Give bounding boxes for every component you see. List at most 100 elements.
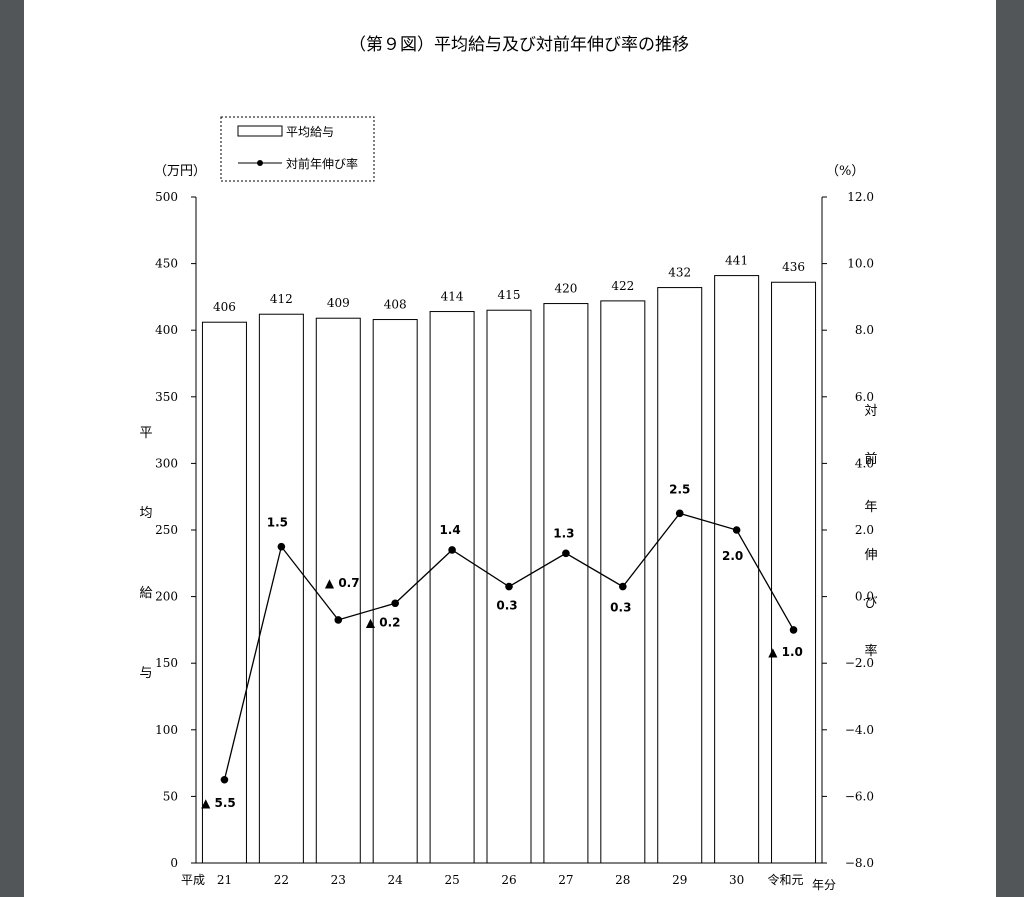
bar <box>258 313 304 864</box>
x-tick-label: 28 <box>615 873 630 887</box>
x-tick-label: 26 <box>501 873 516 887</box>
bar <box>543 303 589 864</box>
bar-value-label: 432 <box>668 266 691 280</box>
right-axis-label: 対前年伸び率 <box>864 404 877 659</box>
right-tick-label: −4.0 <box>845 723 874 737</box>
bar-value-label: 441 <box>725 254 748 268</box>
growth-point <box>220 775 229 784</box>
left-tick-label: 350 <box>155 390 178 404</box>
growth-point <box>448 546 456 554</box>
left-axis-label-char: 与 <box>139 666 152 681</box>
bar-value-label: 420 <box>554 282 577 296</box>
right-tick-label: −8.0 <box>845 856 874 870</box>
right-axis: −8.0 −6.0 −4.0 −2.0 0.0 2.0 4.0 6.0 8.0 10.0 12.0 <box>821 190 874 870</box>
x-tick-label: 22 <box>274 873 289 887</box>
left-tick-label: 150 <box>155 656 178 670</box>
legend-line-label: 対前年伸び率 <box>286 156 358 171</box>
x-tick-label: 27 <box>558 873 573 887</box>
left-axis-label-char: 給 <box>139 586 152 601</box>
right-axis-label-char: 年 <box>864 500 877 515</box>
bar-value-label: 414 <box>441 290 464 304</box>
growth-value-label: ▲ 0.2 <box>366 615 401 629</box>
legend-frame <box>220 116 375 182</box>
growth-value-label: 2.5 <box>669 482 690 496</box>
document-page: （第９図）平均給与及び対前年伸び率の推移 平均給与 対前年伸び率 （万円） （%… <box>24 0 996 897</box>
right-tick-label: 10.0 <box>847 257 874 271</box>
left-tick-label: 0 <box>170 856 178 870</box>
right-axis-label-char: 率 <box>864 643 877 659</box>
growth-value-label: ▲ 5.5 <box>201 796 236 810</box>
bar <box>771 281 817 864</box>
bar <box>201 321 247 864</box>
legend-line-marker <box>257 160 263 166</box>
right-axis-label-char: 対 <box>864 404 877 419</box>
growth-point <box>789 626 798 634</box>
right-tick-label: −2.0 <box>845 656 874 670</box>
growth-point <box>334 616 343 624</box>
x-unit-label: 年分 <box>812 878 836 892</box>
legend-bar-swatch <box>237 125 283 137</box>
bar <box>429 311 475 864</box>
bar-value-label: 408 <box>384 298 407 312</box>
growth-value-label: 0.3 <box>496 599 517 613</box>
left-axis-label-char: 均 <box>139 506 152 521</box>
left-tick-label: 500 <box>155 190 178 204</box>
growth-value-label: 0.3 <box>610 601 631 615</box>
wage-chart: （第９図）平均給与及び対前年伸び率の推移 平均給与 対前年伸び率 （万円） （%… <box>139 35 877 892</box>
right-tick-label: 4.0 <box>855 456 874 470</box>
bar-series: 406 412 409 408 414 415 420 422 432 441 436 <box>201 254 817 864</box>
growth-value-label: 2.0 <box>722 549 743 563</box>
bar <box>372 319 418 864</box>
legend-bar-label: 平均給与 <box>286 125 334 139</box>
right-axis-label-char: 前 <box>864 451 877 467</box>
growth-value-label: ▲ 0.7 <box>325 576 360 590</box>
left-tick-label: 400 <box>155 323 178 337</box>
right-tick-label: 12.0 <box>847 190 874 204</box>
left-tick-label: 50 <box>163 789 178 803</box>
bar-value-label: 436 <box>782 260 805 274</box>
growth-point <box>675 509 684 518</box>
bar <box>714 275 760 864</box>
right-tick-label: 2.0 <box>855 523 874 537</box>
left-axis: 0 50 100 150 200 250 300 350 400 450 500 <box>155 190 197 870</box>
x-tick-label: 30 <box>729 873 744 887</box>
x-era-label: 平成 <box>181 873 205 887</box>
left-tick-label: 300 <box>155 456 178 470</box>
right-tick-label: −6.0 <box>845 789 874 803</box>
x-tick-label: 29 <box>672 873 687 887</box>
bar-value-label: 415 <box>498 288 521 302</box>
left-tick-label: 450 <box>155 257 178 271</box>
right-axis-unit: （%） <box>826 164 864 179</box>
growth-point <box>391 599 399 608</box>
growth-point <box>732 526 741 534</box>
bar-value-label: 412 <box>270 292 293 306</box>
left-tick-label: 200 <box>155 590 178 604</box>
right-axis-label-char: 伸 <box>864 548 877 563</box>
right-axis-label-char: び <box>864 596 877 611</box>
left-axis-label-char: 平 <box>139 426 152 441</box>
bar-value-label: 409 <box>327 296 350 310</box>
left-tick-label: 100 <box>155 723 178 737</box>
growth-point <box>277 542 286 551</box>
x-tick-label: 25 <box>444 873 459 887</box>
left-axis-label: 平均給与 <box>139 426 152 681</box>
right-tick-label: 0.0 <box>855 590 874 604</box>
bar-value-label: 422 <box>611 279 634 293</box>
right-tick-label: 6.0 <box>855 390 874 404</box>
growth-value-label: ▲ 1.0 <box>768 645 803 659</box>
bar-value-label: 406 <box>213 300 236 314</box>
x-tick-label: 24 <box>388 873 404 887</box>
growth-point <box>505 582 513 591</box>
bar <box>315 317 361 864</box>
x-tick-label: 令和元 <box>768 872 804 887</box>
bar <box>600 300 646 864</box>
chart-title: （第９図）平均給与及び対前年伸び率の推移 <box>349 35 689 55</box>
right-tick-label: 8.0 <box>855 323 874 337</box>
x-axis: 21 22 23 24 25 26 27 28 29 30 令和元 平成 年分 <box>181 862 836 892</box>
growth-point <box>562 549 570 558</box>
legend: 平均給与 対前年伸び率 <box>220 116 375 182</box>
growth-value-label: 1.4 <box>439 523 460 537</box>
growth-value-label: 1.5 <box>267 516 288 530</box>
x-tick-label: 21 <box>217 873 232 887</box>
line-series: ▲ 5.5 1.5 ▲ 0.7 ▲ 0.2 1.4 0.3 1.3 0.3 2.5 2.0 ▲ 1.… <box>201 482 803 809</box>
